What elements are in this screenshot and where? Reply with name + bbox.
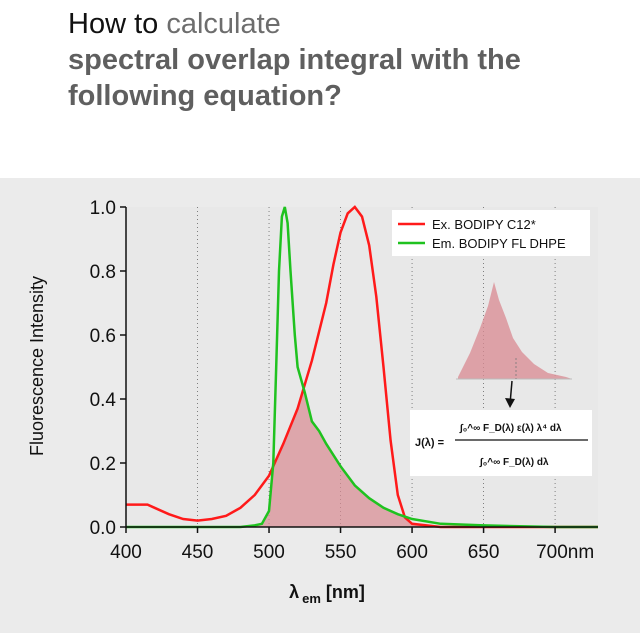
question-heading: How to calculate spectral overlap integr… [68, 6, 521, 114]
y-tick-label: 0.2 [90, 454, 116, 475]
mini-spectrum-icon [456, 282, 572, 408]
overlap-area [126, 389, 598, 527]
y-axis-title: Fluorescence Intensity [27, 276, 47, 456]
y-tick-label: 0.4 [90, 390, 117, 411]
x-tick-label: 400 [110, 542, 142, 563]
y-tick-label: 0.8 [90, 262, 116, 283]
x-axis-title: λ em [nm] [289, 582, 365, 606]
y-tick-label: 1.0 [90, 198, 116, 219]
y-tick-label: 0.0 [90, 518, 116, 539]
x-tick-label: 450 [182, 542, 214, 563]
equation-box: J(λ) = ∫₀^∞ F_D(λ) ε(λ) λ⁴ dλ ∫₀^∞ F_D(λ… [410, 410, 592, 476]
legend-label-ex: Ex. BODIPY C12* [432, 217, 536, 232]
x-tick-label: 550 [325, 542, 357, 563]
x-axis-title-symbol: λ [289, 582, 299, 602]
spectral-figure: J(λ) = ∫₀^∞ F_D(λ) ε(λ) λ⁴ dλ ∫₀^∞ F_D(λ… [0, 178, 640, 633]
x-tick-label: 700nm [536, 542, 594, 563]
heading-prefix: How to [68, 8, 159, 40]
heading-line1-rest: calculate [166, 8, 281, 40]
heading-line2: spectral overlap integral with the [68, 44, 521, 76]
x-tick-label: 500 [253, 542, 285, 563]
x-tick-label: 600 [396, 542, 428, 563]
x-axis-title-unit: [nm] [326, 582, 365, 602]
legend: Ex. BODIPY C12* Em. BODIPY FL DHPE [392, 210, 590, 256]
y-tick-label: 0.6 [90, 326, 116, 347]
heading-line3: following equation? [68, 80, 342, 112]
y-axis-ticks: 0.0 0.2 0.4 0.6 0.8 1.0 [90, 198, 126, 539]
equation-numerator: ∫₀^∞ F_D(λ) ε(λ) λ⁴ dλ [459, 423, 562, 434]
x-tick-label: 650 [468, 542, 500, 563]
legend-label-em: Em. BODIPY FL DHPE [432, 236, 566, 251]
equation-lhs: J(λ) = [415, 437, 444, 449]
excitation-curve [126, 205, 598, 529]
x-axis-title-sub: em [302, 591, 321, 606]
spectra-chart: J(λ) = ∫₀^∞ F_D(λ) ε(λ) λ⁴ dλ ∫₀^∞ F_D(λ… [27, 198, 598, 606]
emission-curve [126, 206, 598, 529]
x-axis-ticks: 400 450 500 550 600 650 700nm [110, 527, 594, 563]
equation-denominator: ∫₀^∞ F_D(λ) dλ [479, 457, 549, 468]
